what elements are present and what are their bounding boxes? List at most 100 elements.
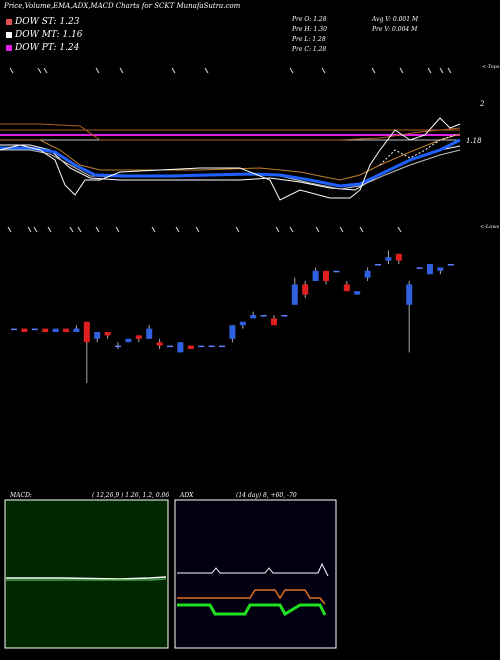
candle-body <box>406 284 413 305</box>
legend-dow-mt: DOW MT: 1.16 <box>6 30 83 40</box>
candle-body <box>427 264 433 275</box>
candle-body <box>156 342 163 346</box>
low-mark <box>397 226 402 233</box>
candle-body <box>208 345 215 348</box>
low-mark <box>175 226 180 233</box>
legend-dow-pt: DOW PT: 1.24 <box>6 43 79 53</box>
candle-body <box>343 284 350 292</box>
candle-body <box>219 345 225 348</box>
candle-body <box>63 328 69 332</box>
pre-close: Pre C: 1.28 <box>292 46 327 53</box>
candle-body <box>364 270 371 278</box>
top-mark <box>95 67 100 74</box>
ema-brown-line <box>0 123 461 141</box>
candle-body <box>447 264 454 266</box>
chart-title: Price,Volume,EMA,ADX,MACD Charts for SCK… <box>4 2 241 10</box>
top-mark <box>171 67 176 74</box>
low-mark <box>69 226 74 233</box>
avg-volume: Avg V: 0.001 M <box>372 16 419 23</box>
tops-marks <box>9 67 452 74</box>
candle-body <box>385 257 392 261</box>
candle-body <box>291 284 298 305</box>
low-mark <box>33 226 38 233</box>
low-mark <box>47 226 52 233</box>
candle-body <box>239 321 246 326</box>
candle-body <box>437 267 444 271</box>
low-mark <box>7 226 12 233</box>
price-label-118: 1.18 <box>466 137 482 145</box>
pre-open: Pre O: 1.28 <box>292 16 327 23</box>
candle-body <box>281 315 288 317</box>
top-mark <box>447 67 452 74</box>
pre-volume: Pre V: 0.004 M <box>372 26 418 33</box>
legend-label-st: DOW ST: 1.23 <box>15 17 80 27</box>
candle-body <box>104 332 111 336</box>
macd-panel <box>4 499 169 649</box>
top-mark <box>439 67 444 74</box>
candle-body <box>42 328 49 332</box>
top-mark <box>43 67 48 74</box>
low-mark <box>115 226 120 233</box>
pre-high: Pre H: 1.30 <box>292 26 327 33</box>
ema-orange-line <box>0 133 461 181</box>
low-mark <box>27 226 32 233</box>
candle-body <box>135 335 142 339</box>
candle-body <box>250 315 257 319</box>
top-mark <box>427 67 432 74</box>
price-line <box>0 117 461 201</box>
low-mark <box>235 226 240 233</box>
top-mark <box>9 67 14 74</box>
pre-low: Pre L: 1.28 <box>292 36 326 43</box>
candle-body <box>323 270 329 281</box>
adx-line <box>177 562 329 577</box>
macd-line <box>6 576 167 580</box>
candle-body <box>271 318 277 326</box>
low-mark <box>151 226 156 233</box>
candles-group <box>11 250 454 383</box>
candle-body <box>146 328 153 339</box>
candle-body <box>260 315 267 317</box>
adx-params: (14 day) 8, +60, -70 <box>236 492 297 499</box>
adx-label: ADX <box>180 492 194 499</box>
candle-body <box>31 328 38 331</box>
candle-body <box>312 270 319 281</box>
top-mark <box>371 67 376 74</box>
candle-body <box>395 253 402 261</box>
candle-body <box>229 325 236 339</box>
candle-body <box>73 328 80 332</box>
low-mark <box>95 226 100 233</box>
candle-body <box>167 345 173 348</box>
low-mark <box>77 226 82 233</box>
legend-swatch-pt <box>6 44 12 51</box>
macd-signal-line <box>6 578 167 581</box>
candle-body <box>354 291 361 295</box>
tops-label: <-Tops <box>482 64 500 70</box>
candle-body <box>11 328 17 331</box>
adx-plus-di-line <box>177 589 326 605</box>
candle-body <box>187 345 194 349</box>
candle-body <box>52 328 59 332</box>
candle-body <box>302 284 309 295</box>
top-mark <box>204 67 209 74</box>
legend-dow-st: DOW ST: 1.23 <box>6 17 80 27</box>
low-mark <box>289 226 294 233</box>
candle-body <box>177 342 184 353</box>
top-mark <box>37 67 42 74</box>
candle-body <box>375 264 381 266</box>
candle-body <box>21 328 28 332</box>
low-mark <box>275 226 280 233</box>
lows-marks <box>7 226 402 233</box>
ema-blue-line <box>0 138 461 188</box>
top-mark <box>321 67 326 74</box>
low-mark <box>359 226 364 233</box>
candle-body <box>333 270 340 273</box>
price-dashed-line <box>379 134 456 166</box>
adx-minus-di-line <box>177 603 327 617</box>
low-mark <box>315 226 320 233</box>
adx-panel <box>174 499 337 649</box>
top-mark <box>119 67 124 74</box>
candle-body <box>115 345 121 348</box>
candle-body <box>416 267 423 269</box>
candle-body <box>94 332 101 339</box>
